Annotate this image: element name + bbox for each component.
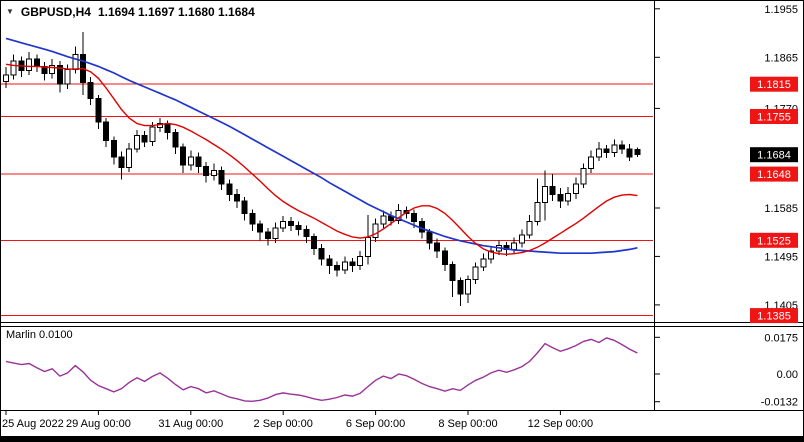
ohlc-readout: 1.1694 1.1697 1.1680 1.1684 bbox=[97, 5, 255, 19]
marlin-indicator-pane[interactable] bbox=[5, 337, 638, 403]
svg-text:1.1585: 1.1585 bbox=[764, 203, 798, 215]
svg-text:29 Aug 00:00: 29 Aug 00:00 bbox=[66, 418, 131, 430]
svg-text:1.1815: 1.1815 bbox=[757, 79, 791, 91]
svg-text:12 Sep 00:00: 12 Sep 00:00 bbox=[528, 418, 593, 430]
chart-title: ▼ GBPUSD,H4 1.1694 1.1697 1.1680 1.1684 bbox=[6, 5, 255, 19]
svg-text:1.1755: 1.1755 bbox=[757, 111, 791, 123]
svg-text:1.1495: 1.1495 bbox=[764, 251, 798, 263]
symbol-timeframe-label: GBPUSD,H4 bbox=[20, 5, 91, 19]
main-plot-area[interactable] bbox=[0, 32, 654, 317]
svg-text:0.0175: 0.0175 bbox=[764, 332, 798, 344]
svg-text:25 Aug 2022: 25 Aug 2022 bbox=[2, 418, 64, 430]
chart-marker-icon: ▼ bbox=[6, 6, 14, 16]
svg-text:1.1865: 1.1865 bbox=[764, 52, 798, 64]
marlin-line bbox=[5, 337, 638, 403]
time-scale[interactable]: 25 Aug 2022 29 Aug 00:00 31 Aug 00:00 2 Sep… bbox=[2, 411, 593, 430]
svg-text:0.00: 0.00 bbox=[777, 369, 798, 381]
svg-text:31 Aug 00:00: 31 Aug 00:00 bbox=[158, 418, 223, 430]
svg-text:1.1385: 1.1385 bbox=[757, 311, 791, 323]
candles-series bbox=[3, 32, 641, 306]
ma-red-line bbox=[5, 63, 638, 256]
bottom-bar bbox=[0, 436, 804, 442]
price-badges: 1.1815 1.1755 1.1648 1.1525 1.1385 1.1684 bbox=[750, 76, 798, 324]
ma-blue-line bbox=[5, 37, 638, 255]
pane-separators bbox=[0, 1, 804, 411]
indicator-scale[interactable]: 0.0175 0.00 -0.0132 bbox=[655, 332, 798, 409]
indicator-label: Marlin 0.0100 bbox=[6, 329, 73, 341]
svg-text:1.1684: 1.1684 bbox=[757, 150, 791, 162]
svg-text:1.1648: 1.1648 bbox=[757, 169, 791, 181]
svg-text:2 Sep 00:00: 2 Sep 00:00 bbox=[254, 418, 313, 430]
svg-text:-0.0132: -0.0132 bbox=[761, 397, 798, 409]
svg-text:1.1955: 1.1955 bbox=[764, 4, 798, 16]
svg-text:6 Sep 00:00: 6 Sep 00:00 bbox=[346, 418, 405, 430]
svg-text:8 Sep 00:00: 8 Sep 00:00 bbox=[438, 418, 497, 430]
svg-text:1.1525: 1.1525 bbox=[757, 235, 791, 247]
